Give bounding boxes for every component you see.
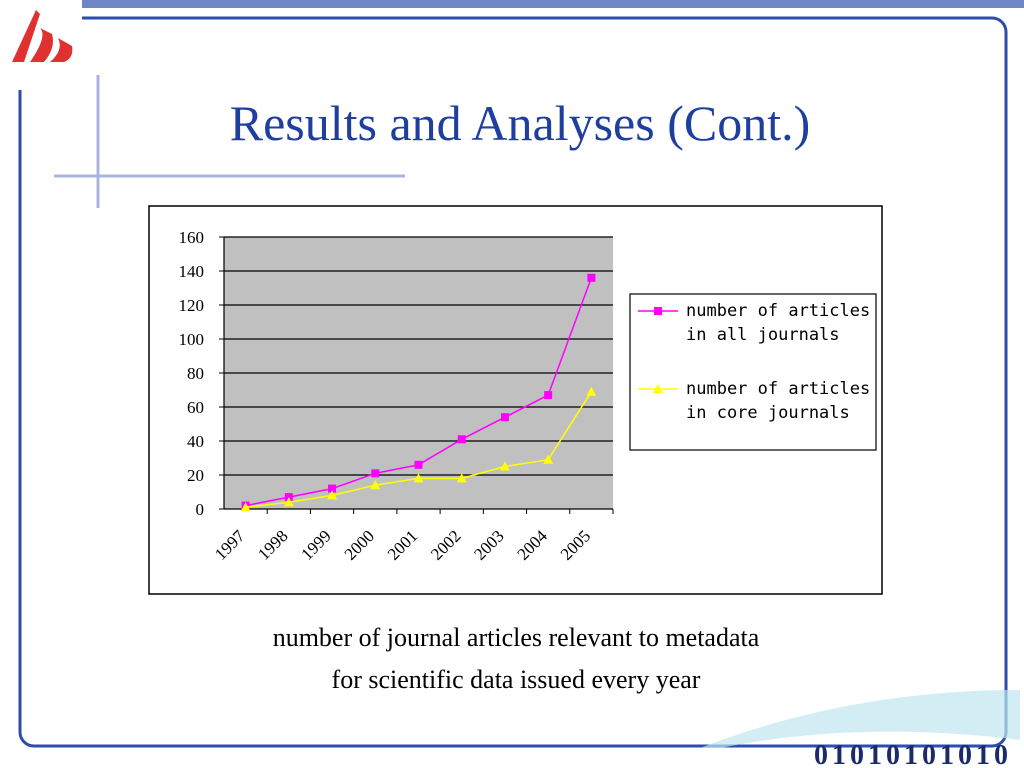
point (240, 502, 251, 512)
point (413, 473, 424, 483)
point (544, 391, 553, 400)
point (327, 490, 338, 500)
point (586, 386, 597, 396)
y-tick-label: 60 (187, 398, 204, 417)
legend-box (629, 293, 877, 451)
legend-label: number of articles in core journals (686, 379, 871, 423)
point (543, 454, 554, 464)
top-band (0, 0, 1024, 8)
y-tick-label: 160 (179, 228, 205, 247)
point (500, 413, 509, 422)
point (499, 461, 510, 471)
deco-swirl (700, 690, 1020, 748)
logo (12, 10, 73, 62)
point (456, 473, 467, 483)
point (284, 493, 293, 502)
point (414, 460, 423, 469)
footer-decoration: 01010101010 (814, 740, 1012, 768)
y-tick-label: 100 (179, 330, 205, 349)
y-tick-label: 140 (179, 262, 205, 281)
point (371, 469, 380, 478)
slide-title: Results and Analyses (Cont.) (230, 95, 811, 151)
point (457, 435, 466, 444)
caption-line: number of journal articles relevant to m… (273, 623, 760, 652)
y-tick-label: 120 (179, 296, 205, 315)
y-tick-label: 80 (187, 364, 204, 383)
point (328, 484, 337, 493)
y-tick-label: 20 (187, 466, 204, 485)
legend-label: number of articles in all journals (686, 301, 871, 345)
legend-marker (653, 384, 663, 393)
slide-frame (18, 16, 1008, 748)
y-tick-label: 40 (187, 432, 204, 451)
caption-line: for scientific data issued every year (332, 665, 701, 694)
legend-marker (654, 307, 662, 315)
point (370, 480, 381, 490)
point (587, 273, 596, 282)
y-tick-label: 0 (196, 500, 205, 519)
point (283, 497, 294, 507)
